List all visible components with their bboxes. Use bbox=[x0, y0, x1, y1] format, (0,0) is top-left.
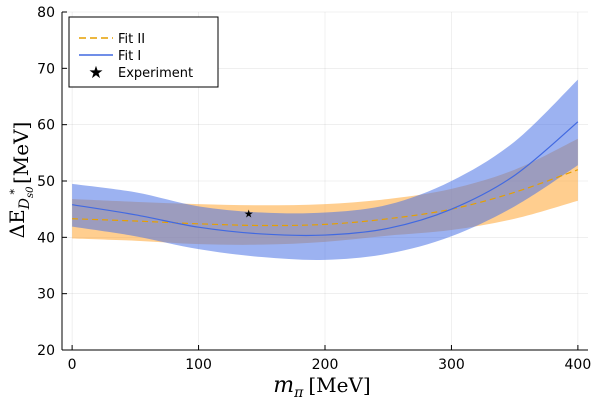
y-tick-label: 30 bbox=[37, 287, 55, 303]
experiment-point: ★ bbox=[244, 209, 254, 221]
fit-ii-line bbox=[72, 169, 579, 227]
y-tick-label: 70 bbox=[37, 61, 55, 77]
tick-labels: 0 100 200 300 400 20 30 40 50 60 70 80 bbox=[37, 5, 591, 373]
fit-lines bbox=[72, 121, 579, 237]
y-tick-label: 50 bbox=[37, 174, 55, 190]
axes bbox=[61, 11, 588, 351]
uncertainty-bands bbox=[72, 79, 578, 260]
y-tick-label: 60 bbox=[37, 118, 55, 134]
legend-experiment-star-icon: ★ bbox=[88, 63, 103, 82]
x-tick-label: 400 bbox=[565, 357, 592, 373]
legend-fit2-label: Fit II bbox=[118, 32, 145, 47]
fit-i-line bbox=[72, 121, 579, 237]
y-tick-label: 20 bbox=[37, 343, 55, 359]
legend-experiment-label: Experiment bbox=[118, 66, 193, 81]
legend-box bbox=[68, 16, 219, 88]
x-tick-label: 0 bbox=[68, 357, 77, 373]
fit-i-band bbox=[72, 79, 578, 260]
x-tick-label: 100 bbox=[185, 357, 212, 373]
legend-fit1-label: Fit I bbox=[118, 49, 141, 64]
y-axis-label: ΔEDs0*[MeV] bbox=[5, 122, 36, 239]
experiment-markers: ★ bbox=[244, 209, 254, 221]
legend: Fit II Fit I ★ Experiment bbox=[68, 16, 219, 88]
y-tick-label: 80 bbox=[37, 5, 55, 21]
x-tick-label: 200 bbox=[312, 357, 339, 373]
x-axis-label: mπ [MeV] bbox=[273, 373, 370, 400]
y-tick-label: 40 bbox=[37, 230, 55, 246]
x-tick-label: 300 bbox=[438, 357, 465, 373]
